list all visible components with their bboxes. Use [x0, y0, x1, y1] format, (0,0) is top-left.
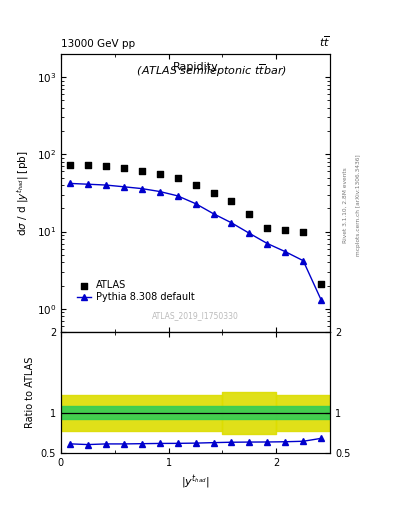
ATLAS	[156, 169, 163, 178]
Pythia 8.308 default	[175, 193, 180, 199]
Pythia 8.308 default	[319, 297, 323, 303]
Legend: ATLAS, Pythia 8.308 default: ATLAS, Pythia 8.308 default	[74, 277, 198, 305]
ATLAS	[103, 162, 109, 170]
Line: Pythia 8.308 default: Pythia 8.308 default	[67, 180, 324, 303]
ATLAS	[210, 188, 217, 197]
ATLAS	[318, 280, 324, 288]
Y-axis label: Ratio to ATLAS: Ratio to ATLAS	[25, 357, 35, 429]
ATLAS	[193, 181, 198, 189]
Pythia 8.308 default	[121, 184, 126, 190]
Text: ATLAS_2019_I1750330: ATLAS_2019_I1750330	[152, 311, 239, 320]
Y-axis label: d$\sigma$ / d $|y^{t_{had}}|$ [pb]: d$\sigma$ / d $|y^{t_{had}}|$ [pb]	[15, 150, 31, 236]
Pythia 8.308 default	[283, 248, 288, 254]
ATLAS	[85, 161, 91, 169]
ATLAS	[174, 174, 181, 182]
Pythia 8.308 default	[157, 188, 162, 195]
X-axis label: $|y^{t_{had}}|$: $|y^{t_{had}}|$	[181, 474, 210, 491]
Pythia 8.308 default	[140, 185, 144, 191]
ATLAS	[139, 167, 145, 175]
Text: Rapidity: Rapidity	[173, 62, 219, 72]
ATLAS	[67, 161, 73, 169]
Text: 13000 GeV pp: 13000 GeV pp	[61, 38, 135, 49]
Pythia 8.308 default	[229, 220, 234, 226]
Pythia 8.308 default	[265, 241, 270, 247]
Pythia 8.308 default	[247, 230, 252, 237]
Text: t$\overline{t}$: t$\overline{t}$	[319, 34, 330, 49]
Text: Rivet 3.1.10, 2.8M events: Rivet 3.1.10, 2.8M events	[343, 167, 348, 243]
Pythia 8.308 default	[86, 181, 90, 187]
ATLAS	[121, 164, 127, 173]
ATLAS	[300, 227, 307, 236]
ATLAS	[246, 209, 253, 218]
Text: (ATLAS semileptonic t$\overline{t}$bar): (ATLAS semileptonic t$\overline{t}$bar)	[105, 62, 286, 79]
Pythia 8.308 default	[301, 258, 306, 264]
ATLAS	[282, 226, 288, 234]
ATLAS	[264, 224, 270, 232]
Pythia 8.308 default	[103, 182, 108, 188]
Pythia 8.308 default	[68, 180, 72, 186]
Text: mcplots.cern.ch [arXiv:1306.3436]: mcplots.cern.ch [arXiv:1306.3436]	[356, 154, 361, 255]
ATLAS	[228, 197, 235, 205]
Pythia 8.308 default	[193, 201, 198, 207]
Pythia 8.308 default	[211, 210, 216, 217]
